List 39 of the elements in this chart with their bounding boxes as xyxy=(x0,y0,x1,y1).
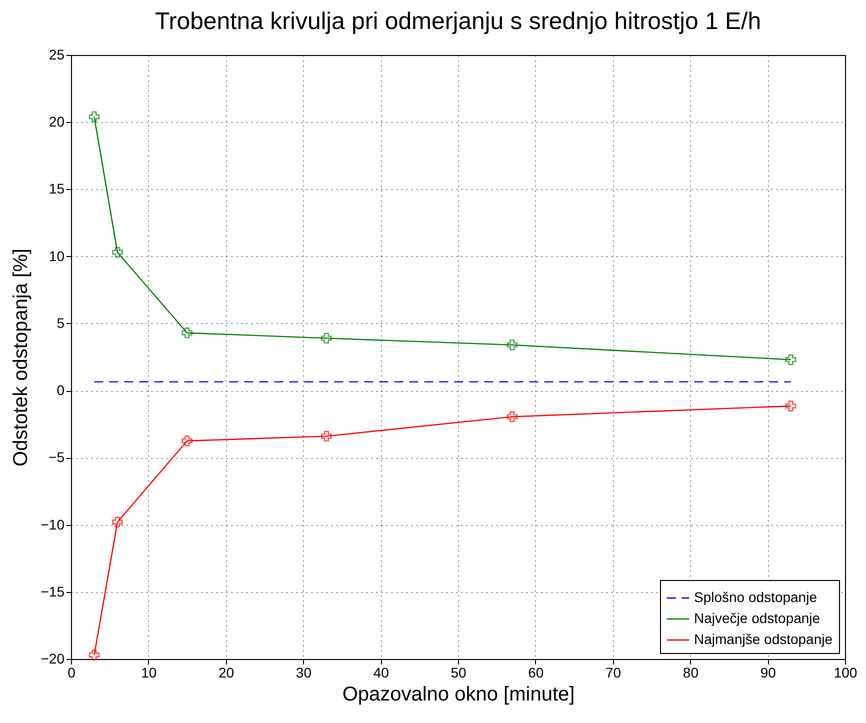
point xyxy=(88,111,100,122)
point xyxy=(112,246,123,258)
legend-label: Najmanjše odstopanje xyxy=(694,631,833,647)
point xyxy=(182,436,192,446)
x-tick-label: 30 xyxy=(296,664,312,680)
legend-label: Splošno odstopanje xyxy=(694,589,818,605)
y-axis-title: Odstotek odstopanja [%] xyxy=(10,248,32,466)
point xyxy=(112,516,123,528)
y-tick-label: 10 xyxy=(48,248,65,264)
y-tick-label: −15 xyxy=(40,583,65,600)
x-tick-label: 10 xyxy=(141,664,157,680)
point xyxy=(321,332,332,344)
x-tick-label: 80 xyxy=(682,664,699,680)
point xyxy=(785,354,796,366)
y-tick-label: 25 xyxy=(48,46,65,62)
y-tick-label: −20 xyxy=(40,650,65,666)
y-tick-label: 5 xyxy=(56,314,65,331)
x-tick-label: 60 xyxy=(528,664,544,680)
x-tick-label: 50 xyxy=(450,664,466,680)
point xyxy=(506,411,518,422)
x-tick-label: 90 xyxy=(760,664,776,680)
point xyxy=(785,400,796,412)
x-tick-label: 20 xyxy=(218,664,234,680)
x-tick-label: 40 xyxy=(373,664,390,680)
chart-title: Trobentna krivulja pri odmerjanju s srednjo hitrostjo 1 E/h xyxy=(154,8,762,35)
x-tick-label: 0 xyxy=(68,664,76,680)
y-tick-label: 20 xyxy=(48,114,65,130)
y-tick-label: −10 xyxy=(40,516,65,532)
y-tick-label: −5 xyxy=(48,449,65,466)
point xyxy=(321,430,332,442)
legend-label: Največje odstopanje xyxy=(694,610,820,626)
x-axis-title: Opazovalno okno [minute] xyxy=(342,684,575,706)
point xyxy=(88,650,100,660)
y-tick-label: 0 xyxy=(56,382,65,398)
point xyxy=(182,327,192,338)
point xyxy=(506,340,518,350)
x-tick-label: 100 xyxy=(834,664,858,680)
y-tick-label: 15 xyxy=(48,180,65,197)
x-tick-label: 70 xyxy=(606,664,622,680)
